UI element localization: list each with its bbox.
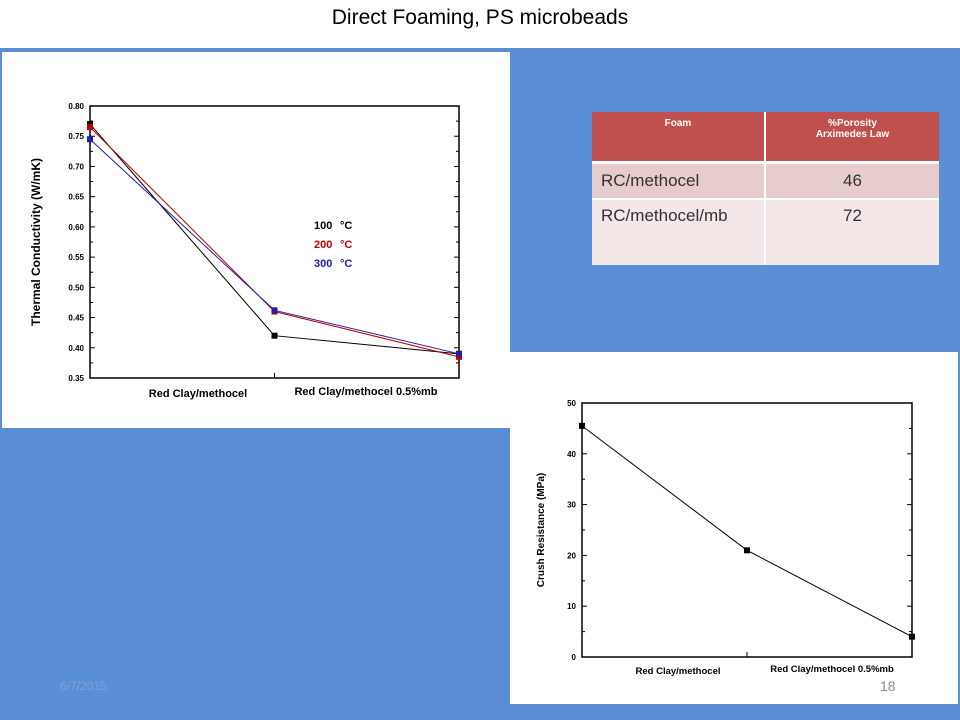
plot-frame bbox=[581, 402, 913, 658]
thermal-conductivity-chart: 0.35 0.40 0.45 0.50 0.55 0.60 0.65 0.70 0.75 0.80… bbox=[29, 102, 462, 400]
y-tick-label: 0.80 bbox=[68, 102, 84, 111]
legend-label: 100 bbox=[314, 220, 332, 232]
legend-label: 200 bbox=[314, 239, 332, 251]
y-tick-label: 0.45 bbox=[68, 314, 84, 323]
y-axis-label: Crush Resistance (MPa) bbox=[536, 473, 547, 587]
footer-date: 6/7/2015 bbox=[60, 679, 107, 693]
header-porosity-method: Arximedes Law bbox=[815, 129, 890, 140]
data-point bbox=[744, 547, 750, 554]
data-point bbox=[271, 332, 278, 339]
data-point bbox=[456, 353, 462, 360]
header-foam: Foam bbox=[592, 112, 766, 164]
y-tick-label: 0 bbox=[572, 653, 577, 662]
crush-resistance-chart: 0 10 20 30 40 50 Red Clay/methocel Red Clay/met… bbox=[536, 399, 915, 677]
x-category-label: Red Clay/methocel 0.5%mb bbox=[294, 386, 437, 398]
header-porosity: %Porosity Arximedes Law bbox=[765, 112, 939, 164]
y-tick-label: 0.70 bbox=[68, 162, 84, 171]
foam-cell: RC/methocel/mb bbox=[592, 199, 766, 265]
legend-unit: °C bbox=[340, 258, 352, 270]
data-point bbox=[87, 136, 93, 143]
legend-unit: °C bbox=[340, 220, 352, 232]
y-tick-label: 0.50 bbox=[68, 283, 84, 292]
porosity-cell: 72 bbox=[765, 199, 939, 265]
data-point bbox=[271, 307, 278, 314]
series-line bbox=[89, 123, 460, 355]
header-porosity-label: %Porosity bbox=[828, 118, 877, 129]
porosity-cell: 46 bbox=[765, 162, 939, 200]
x-category-label: Red Clay/methocel 0.5%mb bbox=[770, 664, 894, 675]
foam-cell: RC/methocel bbox=[592, 162, 766, 200]
data-point bbox=[456, 350, 462, 357]
y-tick-label: 0.65 bbox=[68, 193, 84, 202]
crush-resistance-panel: 0 10 20 30 40 50 Red Clay/methocel Red Clay/met… bbox=[510, 352, 958, 704]
table-row: RC/methocel 46 bbox=[592, 162, 939, 200]
x-category-label: Red Clay/methocel bbox=[149, 388, 247, 400]
y-tick-label: 30 bbox=[567, 501, 576, 510]
y-tick-label: 0.75 bbox=[68, 132, 84, 141]
y-tick-label: 0.60 bbox=[68, 223, 84, 232]
porosity-table: Foam %Porosity Arximedes Law RC/methocel… bbox=[592, 112, 939, 265]
thermal-conductivity-panel: 0.35 0.40 0.45 0.50 0.55 0.60 0.65 0.70 0.75 0.80… bbox=[2, 52, 510, 428]
y-tick-label: 10 bbox=[567, 602, 576, 611]
series-line bbox=[89, 138, 460, 355]
series-line bbox=[89, 126, 460, 358]
data-point bbox=[87, 121, 93, 128]
x-category-label: Red Clay/methocel bbox=[636, 666, 721, 677]
y-tick-label: 0.40 bbox=[68, 344, 84, 353]
slide-title: Direct Foaming, PS microbeads bbox=[331, 6, 629, 29]
y-tick-label: 40 bbox=[567, 450, 576, 459]
slide-number: 18 bbox=[880, 678, 896, 694]
series-line bbox=[581, 425, 913, 638]
legend-unit: °C bbox=[340, 239, 352, 251]
y-tick-label: 0.55 bbox=[68, 253, 84, 262]
y-axis-label: Thermal Conductivity (W/mK) bbox=[29, 158, 43, 326]
data-point bbox=[87, 124, 93, 131]
y-tick-label: 20 bbox=[567, 551, 576, 560]
y-tick-label: 0.35 bbox=[68, 374, 84, 383]
table-row: RC/methocel/mb 72 bbox=[592, 199, 939, 265]
data-point bbox=[909, 633, 915, 640]
title-bar: Direct Foaming, PS microbeads bbox=[0, 0, 960, 48]
y-tick-label: 50 bbox=[567, 399, 576, 408]
legend-label: 300 bbox=[314, 258, 332, 270]
data-point bbox=[579, 422, 585, 429]
